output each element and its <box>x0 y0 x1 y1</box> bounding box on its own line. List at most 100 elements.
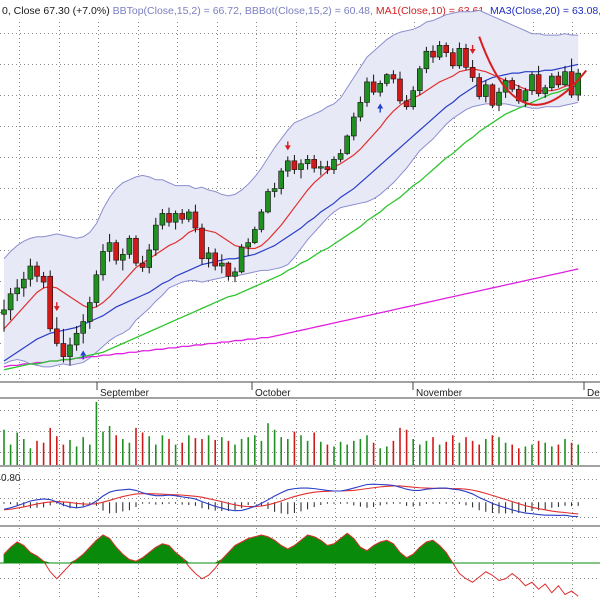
candle-body <box>14 287 20 295</box>
candle-down <box>469 59 476 82</box>
candle-down <box>463 43 469 71</box>
candle-up <box>436 40 443 60</box>
candle-up <box>304 154 311 170</box>
candle-up <box>73 325 80 351</box>
candle-up <box>219 254 225 274</box>
candle-up <box>423 46 430 74</box>
candle-body <box>489 84 496 106</box>
candle-body <box>344 135 351 154</box>
candle-body <box>568 71 575 96</box>
candle-body <box>496 91 502 106</box>
candle-up <box>80 314 86 344</box>
candle-up <box>238 244 245 274</box>
candle-body <box>430 50 436 58</box>
candle-body <box>542 87 549 94</box>
candle-body <box>555 75 562 86</box>
bollinger-band-fill <box>4 10 579 367</box>
candle-up <box>284 156 291 177</box>
candle-up <box>344 134 351 155</box>
candle-up <box>542 84 549 98</box>
candle-body <box>179 213 185 220</box>
candle-down <box>397 71 403 104</box>
candle-body <box>192 211 199 229</box>
down-arrow-head <box>53 306 60 312</box>
ma1-line <box>3 68 579 330</box>
rounding-bottom-arc <box>478 36 587 106</box>
candle-up <box>20 271 27 297</box>
candle-body <box>423 50 430 70</box>
candle-body <box>7 293 14 311</box>
candle-down <box>476 73 483 100</box>
candle-up <box>357 96 364 122</box>
candle-up <box>186 209 192 223</box>
candle-body <box>317 166 324 169</box>
candle-up <box>482 80 489 103</box>
signal-arrows <box>53 44 476 360</box>
candle-body <box>252 229 258 243</box>
candle-body <box>60 343 67 357</box>
candle-body <box>113 242 119 261</box>
candle-body <box>20 278 27 289</box>
candle-body <box>410 90 417 108</box>
candle-up <box>258 209 265 233</box>
candle-body <box>535 74 542 94</box>
legend-item: 0, Close 67.30 (+7.0%) <box>2 5 110 17</box>
candle-body <box>245 242 251 248</box>
candle-up <box>529 71 535 96</box>
candle-body <box>271 188 278 192</box>
candle-body <box>40 275 47 283</box>
candle-body <box>139 262 146 268</box>
candle-up <box>278 168 285 195</box>
candle-body <box>238 246 245 273</box>
candle-body <box>397 78 403 102</box>
candle-down <box>489 83 496 109</box>
candle-body <box>186 211 192 220</box>
volume-pane <box>0 400 600 467</box>
candle-body <box>370 81 377 93</box>
area-oscillator-pane <box>0 528 600 598</box>
candle-body <box>449 52 456 67</box>
candle-body <box>515 88 522 102</box>
candle-up <box>548 73 555 91</box>
candle-body <box>284 160 291 172</box>
candle-down <box>535 65 542 97</box>
candle-up <box>106 233 113 262</box>
legend-item: MA3(Close,20) = 63.08, <box>487 5 600 17</box>
legend-item: BBBot(Close,15,2) = 60.48, <box>242 5 373 17</box>
candle-body <box>212 252 218 267</box>
price-pane <box>0 9 600 380</box>
candle-up <box>298 159 304 179</box>
candle-body <box>153 224 159 251</box>
candle-up <box>153 217 159 256</box>
down-arrow-head <box>469 48 476 54</box>
candle-up <box>410 86 417 110</box>
candle-down <box>324 160 331 174</box>
legend-item: BBTop(Close,15,2) = 66.72, <box>110 5 242 17</box>
candle-up <box>120 248 126 271</box>
candle-body <box>27 265 34 280</box>
candle-up <box>100 244 106 281</box>
candle-down <box>34 261 40 283</box>
up-arrow-head <box>80 350 87 356</box>
candle-body <box>265 191 271 213</box>
candle-body <box>482 84 489 97</box>
area-oscillator-line <box>3 532 579 597</box>
candle-up <box>364 77 370 107</box>
candle-down <box>133 235 139 267</box>
candle-body <box>416 68 423 91</box>
candle-up <box>93 270 100 307</box>
bollinger-bottom-line <box>3 101 579 368</box>
candle-up <box>383 73 390 87</box>
candle-body <box>469 66 476 78</box>
down-arrow-head <box>284 145 291 151</box>
candle-down <box>139 255 146 272</box>
candle-down <box>166 207 172 227</box>
candle-up <box>27 258 34 287</box>
candle-body <box>311 159 318 169</box>
candle-up <box>252 226 258 245</box>
candle-down <box>179 209 185 224</box>
candle-body <box>219 262 225 267</box>
date-axis: September October November Dec <box>0 381 600 399</box>
candle-body <box>548 75 555 89</box>
